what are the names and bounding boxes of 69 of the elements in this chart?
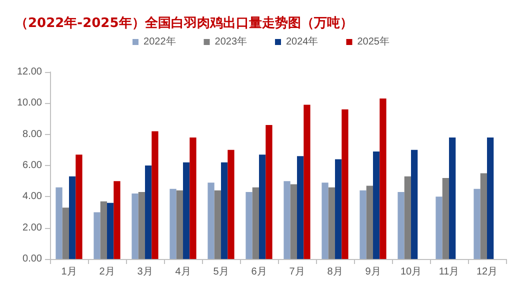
legend-label: 2023年 [214,36,248,48]
bar [442,178,449,259]
bar [114,181,120,259]
bar [221,162,228,259]
x-tick-label: 6月 [251,266,267,278]
bar [335,159,342,259]
x-tick-label: 9月 [365,266,381,278]
bar [360,190,366,259]
bar [62,208,69,259]
y-tick-label: 12.00 [16,66,42,78]
bar [94,212,100,259]
bar [436,196,442,259]
bar [304,104,310,259]
bar [107,202,114,259]
bar [176,190,183,259]
bar [474,188,480,259]
bar [100,201,107,259]
bar [342,109,348,259]
x-tick-label: 2月 [99,266,115,278]
x-tick-label: 10月 [400,266,422,278]
bar [284,181,290,259]
bar [266,124,272,259]
bar [145,166,152,259]
bar [380,98,386,259]
bar [404,176,411,259]
bar [208,182,214,259]
x-tick-label: 11月 [438,266,460,278]
x-tick-label: 12月 [476,266,498,278]
bar [190,137,196,259]
bar [246,192,252,259]
bar [214,190,221,259]
bar [411,150,418,259]
x-tick-label: 5月 [213,266,229,278]
bar [183,162,190,259]
x-tick-label: 7月 [289,266,305,278]
bar [398,192,404,259]
legend-label: 2025年 [357,36,390,48]
x-tick-label: 1月 [61,266,77,278]
bar [228,150,234,259]
chart-title: （2022年-2025年）全国白羽肉鸡出口量走势图（万吨） [15,15,353,31]
bar [480,173,487,259]
bar [152,131,158,259]
bar [56,187,62,259]
x-tick-label: 3月 [137,266,153,278]
y-tick-label: 2.00 [22,222,42,234]
legend-label: 2022年 [144,36,176,48]
bar [252,187,259,259]
y-tick-label: 4.00 [22,191,42,202]
bar [297,156,304,259]
y-tick-label: 0.00 [22,254,42,264]
y-tick-label: 10.00 [16,98,42,109]
bar [366,186,373,259]
bar [290,184,297,259]
x-tick-label: 4月 [175,266,191,278]
bar [170,188,176,259]
bar [259,154,266,259]
bar [132,194,138,259]
bar [487,137,494,259]
bar [373,151,380,259]
bar [138,192,145,259]
bar [76,154,82,259]
bar [69,176,76,259]
bar [328,187,335,259]
bar [322,182,328,259]
y-tick-label: 8.00 [22,128,42,140]
x-tick-label: 8月 [327,266,343,278]
y-tick-label: 6.00 [22,160,42,171]
legend-label: 2024年 [286,36,318,48]
bar [449,137,456,259]
